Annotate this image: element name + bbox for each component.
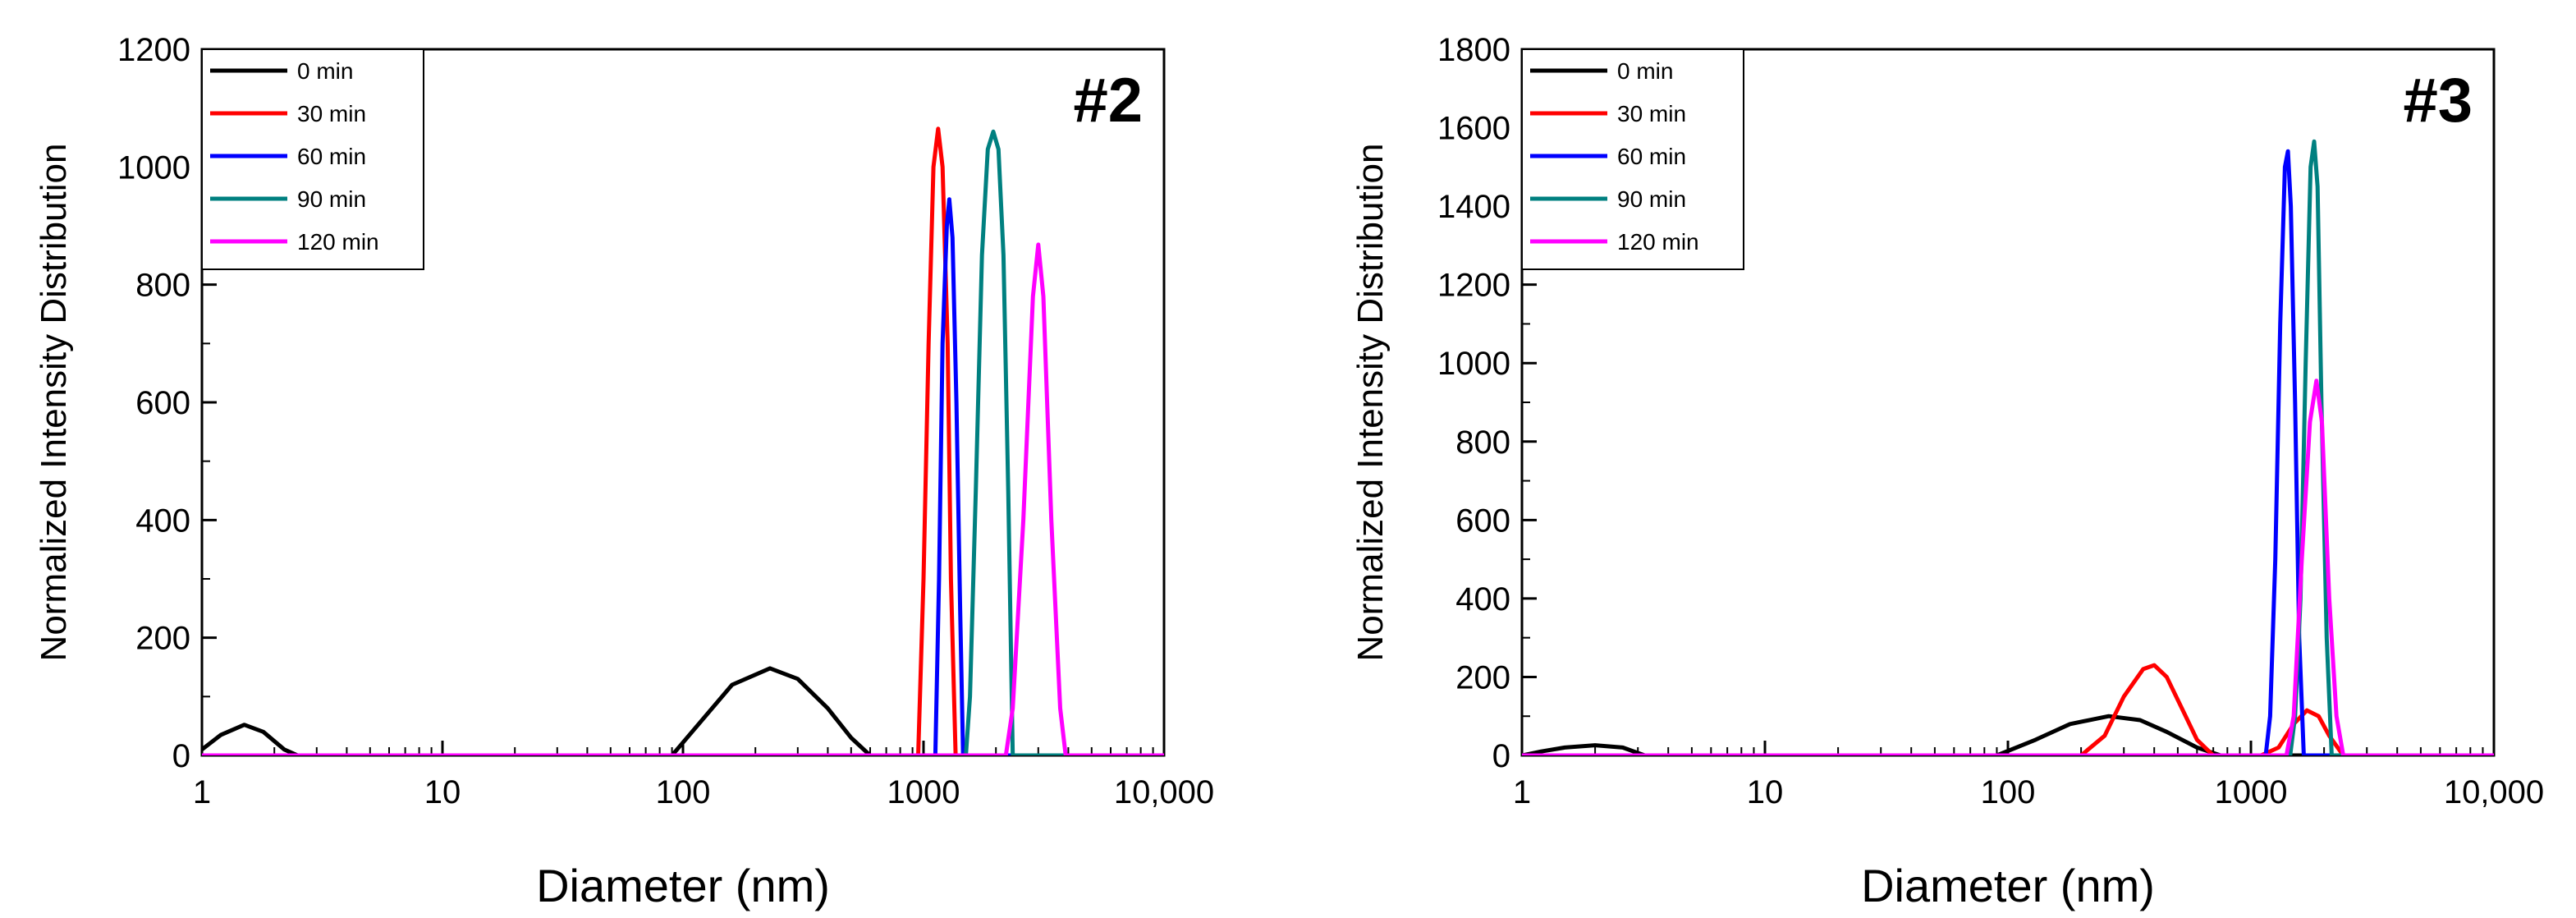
x-tick-label: 1: [1513, 774, 1531, 810]
x-tick-label: 10: [1747, 774, 1784, 810]
series-group: [202, 126, 1164, 755]
x-tick-label: 1: [193, 774, 211, 810]
panel-label: #3: [2403, 66, 2473, 135]
legend-box: [201, 48, 424, 270]
y-tick-label: 800: [1455, 425, 1510, 461]
legend-label: 60 min: [297, 144, 366, 169]
x-axis-title: Diameter (nm): [536, 860, 830, 911]
y-tick-label: 600: [135, 385, 190, 421]
legend-label: 30 min: [297, 101, 366, 126]
y-axis-title: Normalized Intensity Distribution: [1350, 144, 1391, 662]
series-line-60-min: [1522, 149, 2494, 755]
legend-label: 0 min: [297, 58, 353, 84]
series-line-0-min: [1522, 714, 2494, 755]
y-tick-label: 1600: [1437, 111, 1510, 147]
y-tick-label: 800: [135, 268, 190, 304]
y-tick-label: 0: [172, 738, 190, 774]
series-line-0-min: [202, 666, 1164, 755]
x-tick-label: 100: [656, 774, 711, 810]
y-tick-label: 200: [1455, 659, 1510, 695]
legend-label: 90 min: [1617, 186, 1686, 212]
series-line-120-min: [202, 242, 1164, 755]
x-tick-label: 10,000: [2444, 774, 2544, 810]
x-tick-label: 10,000: [1114, 774, 1214, 810]
series-group: [1522, 139, 2494, 755]
x-tick-label: 1000: [2215, 774, 2288, 810]
legend-label: 120 min: [297, 229, 379, 255]
legend-label: 30 min: [1617, 101, 1686, 126]
y-tick-label: 0: [1492, 738, 1510, 774]
legend-label: 120 min: [1617, 229, 1699, 255]
y-tick-label: 1200: [1437, 268, 1510, 304]
y-tick-label: 1800: [1437, 32, 1510, 68]
y-tick-label: 200: [135, 621, 190, 657]
legend-label: 90 min: [297, 186, 366, 212]
x-axis-title: Diameter (nm): [1861, 860, 2155, 911]
y-tick-label: 400: [135, 503, 190, 539]
panel-label: #2: [1073, 66, 1143, 135]
legend-box: [1521, 48, 1744, 270]
y-tick-label: 400: [1455, 581, 1510, 617]
y-tick-label: 1200: [117, 32, 190, 68]
y-tick-label: 600: [1455, 503, 1510, 539]
x-tick-label: 100: [1981, 774, 2036, 810]
chart-panel-3: 1 10 100 1000 10,000 0 200 400 600 800 1000 1200 140…: [1350, 32, 2544, 911]
series-line-120-min: [1522, 379, 2494, 755]
y-tick-label: 1000: [1437, 346, 1510, 382]
series-line-30-min: [202, 126, 1164, 755]
series-line-60-min: [202, 197, 1164, 755]
legend: 0 min 30 min 60 min 90 min 120 min: [1521, 48, 1744, 270]
legend-label: 60 min: [1617, 144, 1686, 169]
x-tick-label: 1000: [887, 774, 960, 810]
legend-label: 0 min: [1617, 58, 1673, 84]
series-line-30-min: [1522, 663, 2494, 755]
series-line-90-min: [202, 129, 1164, 755]
chart-panel-2: 1 10 100 1000 10,000 0 200 400 600 800 1000 1200 Dia…: [34, 32, 1214, 911]
y-axis-title: Normalized Intensity Distribution: [34, 144, 74, 662]
legend: 0 min 30 min 60 min 90 min 120 min: [201, 48, 424, 270]
y-tick-label: 1400: [1437, 189, 1510, 225]
y-tick-label: 1000: [117, 149, 190, 186]
x-tick-label: 10: [424, 774, 461, 810]
